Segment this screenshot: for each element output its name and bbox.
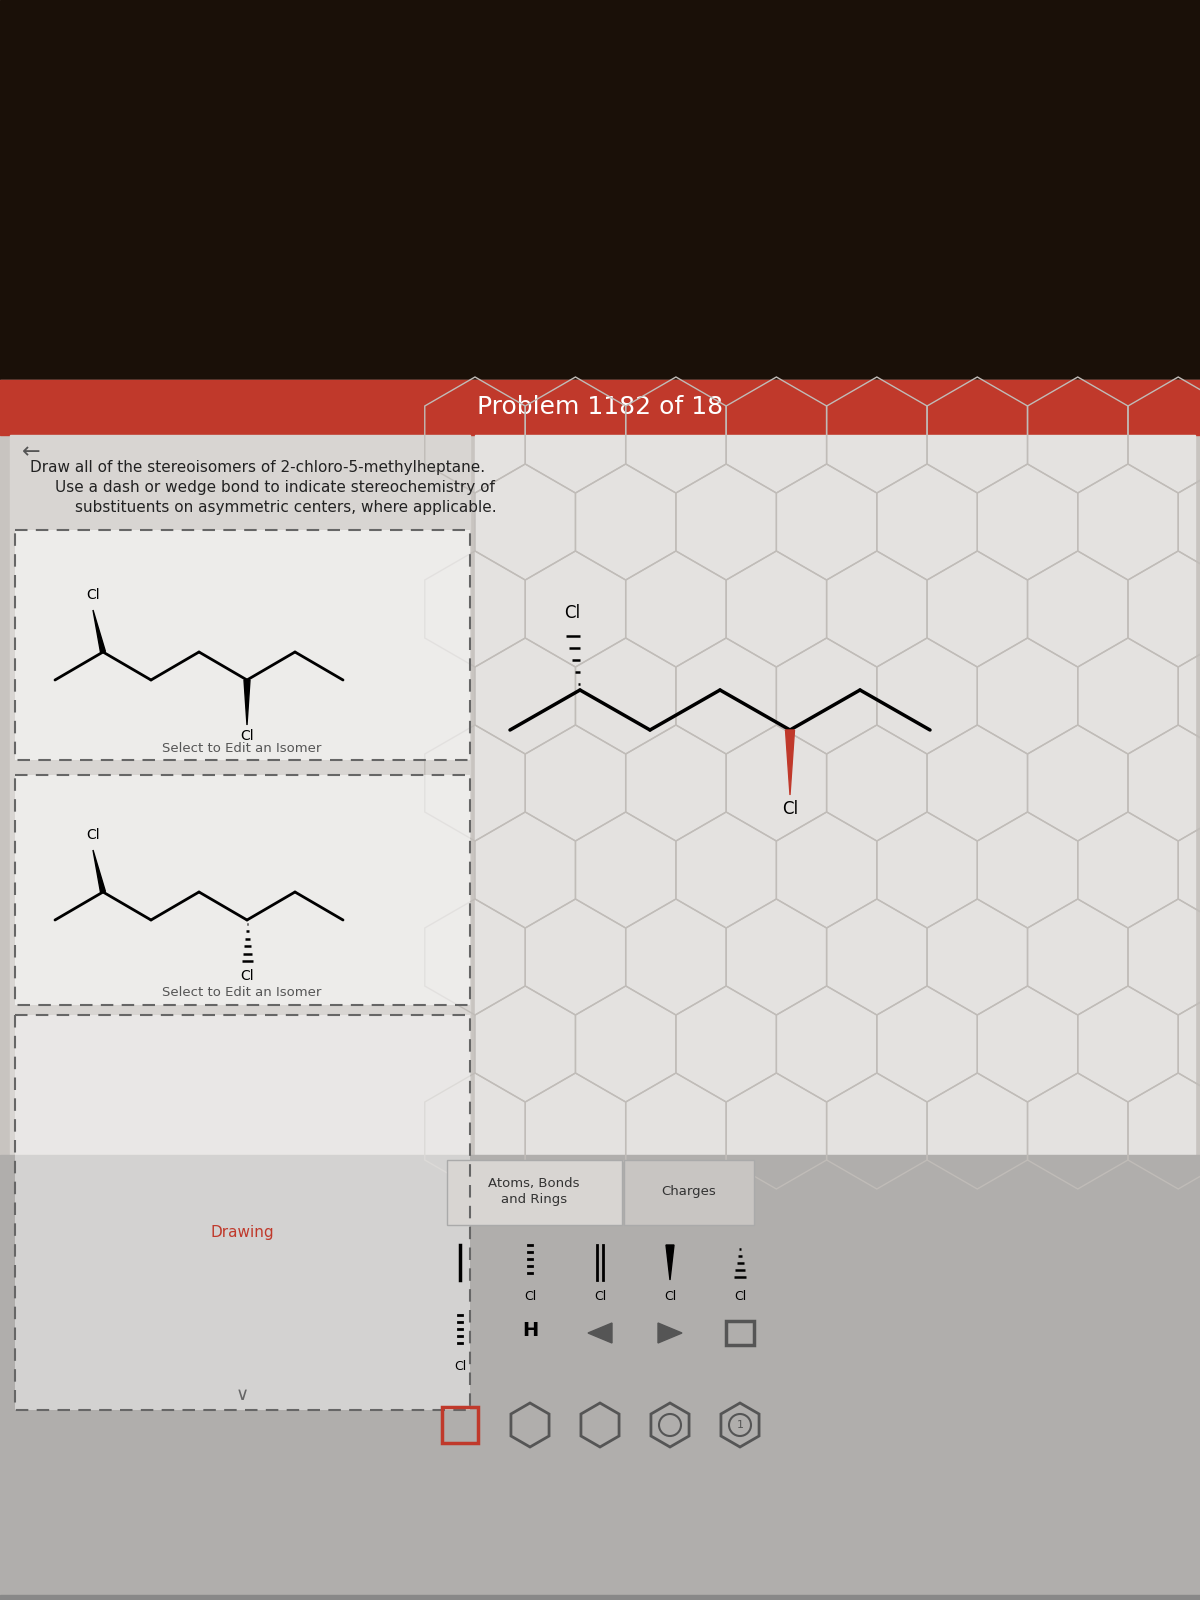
Text: Cl: Cl: [240, 970, 254, 982]
Text: Select to Edit an Isomer: Select to Edit an Isomer: [162, 987, 322, 1000]
Text: Cl: Cl: [86, 829, 100, 842]
Text: ∨: ∨: [235, 1386, 248, 1405]
Bar: [0, 0, 1200, 379]
Text: Atoms, Bonds
and Rings: Atoms, Bonds and Rings: [488, 1178, 580, 1206]
Polygon shape: [94, 850, 106, 893]
Text: Charges: Charges: [661, 1186, 716, 1198]
Polygon shape: [94, 610, 106, 653]
Text: H: H: [522, 1320, 538, 1339]
Text: substituents on asymmetric centers, where applicable.: substituents on asymmetric centers, wher…: [74, 499, 497, 515]
Text: Cl: Cl: [524, 1290, 536, 1302]
Bar: [0, 379, 1200, 1600]
Bar: [446, 1160, 622, 1226]
Text: Select to Edit an Isomer: Select to Edit an Isomer: [162, 741, 322, 755]
Bar: [0, 1595, 1200, 1600]
Text: Problem 1182 of 18: Problem 1182 of 18: [476, 395, 724, 419]
Text: Drawing: Drawing: [210, 1224, 274, 1240]
Bar: [10, 435, 470, 1435]
Text: Cl: Cl: [782, 800, 798, 818]
Polygon shape: [666, 1245, 674, 1280]
Bar: [726, 1322, 754, 1346]
Bar: [475, 435, 1195, 1155]
Polygon shape: [786, 730, 794, 795]
Bar: [14, 774, 470, 1005]
Bar: [0, 1155, 1200, 1600]
Text: Cl: Cl: [240, 730, 254, 742]
Text: Cl: Cl: [86, 587, 100, 602]
Polygon shape: [244, 680, 250, 725]
Text: Use a dash or wedge bond to indicate stereochemistry of: Use a dash or wedge bond to indicate ste…: [55, 480, 494, 494]
Bar: [14, 1014, 470, 1410]
Text: Cl: Cl: [564, 603, 580, 622]
Text: Cl: Cl: [734, 1290, 746, 1302]
Polygon shape: [588, 1323, 612, 1342]
Text: Cl: Cl: [454, 1360, 466, 1373]
Bar: [14, 530, 470, 760]
Text: Cl: Cl: [594, 1290, 606, 1302]
Bar: [14, 1014, 470, 1410]
Bar: [0, 379, 1200, 435]
Polygon shape: [658, 1323, 682, 1342]
Text: Draw all of the stereoisomers of 2-chloro-5-methylheptane.: Draw all of the stereoisomers of 2-chlor…: [30, 461, 485, 475]
Bar: [624, 1160, 754, 1226]
Bar: [442, 1406, 478, 1443]
Text: ←: ←: [22, 442, 41, 462]
Text: Cl: Cl: [664, 1290, 676, 1302]
Bar: [14, 774, 470, 1005]
Bar: [14, 530, 470, 760]
Text: 1: 1: [737, 1421, 744, 1430]
